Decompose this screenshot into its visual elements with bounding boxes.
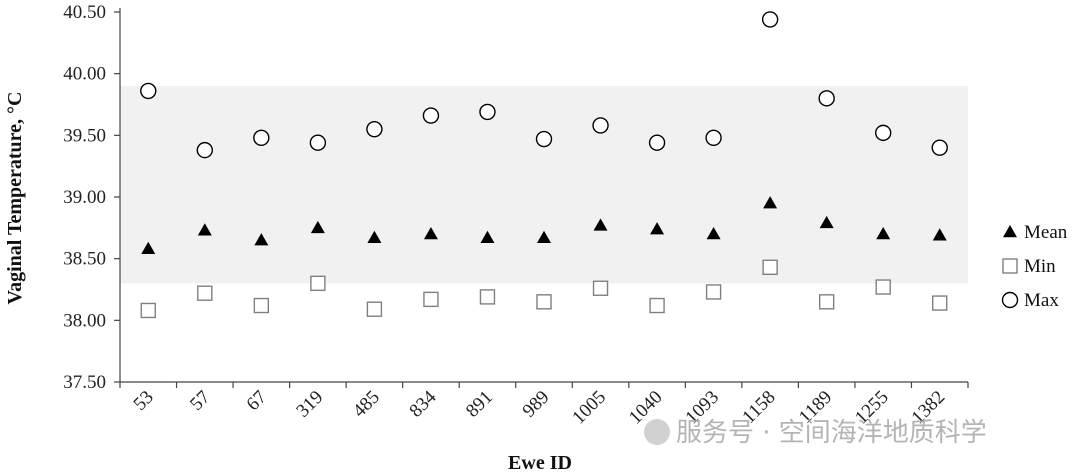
mean-point <box>254 233 269 246</box>
data-points <box>140 11 948 319</box>
x-tick-label: 319 <box>292 387 327 422</box>
mean-point <box>932 228 947 241</box>
max-point <box>253 129 270 147</box>
mean-point <box>876 227 891 240</box>
max-point <box>309 134 327 151</box>
y-tick-labels: 37.50 38.00 38.50 39.00 39.50 40.00 40.50 <box>63 2 120 393</box>
max-point <box>875 124 892 142</box>
max-point <box>535 130 553 148</box>
max-point <box>479 103 496 121</box>
wechat-logo-icon <box>644 419 670 445</box>
x-tick-label: 834 <box>405 386 440 421</box>
y-tick-label: 40.00 <box>63 64 106 85</box>
x-tick-label: 53 <box>130 387 158 415</box>
min-point <box>932 295 948 311</box>
min-point <box>423 291 439 308</box>
min-point <box>140 302 156 319</box>
watermark-text: 服务号 · 空间海洋地质科学 <box>676 418 987 448</box>
series-mean <box>141 196 947 255</box>
x-tick-label: 1005 <box>568 387 610 429</box>
min-point <box>197 285 213 301</box>
mean-point <box>593 218 608 231</box>
min-point <box>253 297 270 314</box>
mean-point <box>763 196 778 209</box>
legend-mean-marker <box>1003 225 1017 238</box>
mean-point <box>480 230 495 243</box>
max-point <box>818 90 835 107</box>
mean-point <box>706 227 721 240</box>
series-min <box>140 259 948 319</box>
mean-point <box>819 215 834 229</box>
y-tick-label: 37.50 <box>63 372 106 393</box>
max-point <box>366 120 383 138</box>
min-point <box>479 289 496 305</box>
chart-axes <box>119 8 968 383</box>
mean-point <box>310 220 325 234</box>
legend-mean-label: Mean <box>1024 222 1068 243</box>
min-point <box>762 259 778 275</box>
min-point <box>366 301 383 317</box>
series-max <box>140 11 948 159</box>
mean-point <box>367 230 382 243</box>
max-point <box>761 11 779 28</box>
x-tick-label: 989 <box>519 387 554 422</box>
legend: Mean Min Max <box>1001 222 1068 311</box>
max-point <box>648 134 666 151</box>
mean-point <box>537 230 551 243</box>
mean-point <box>650 222 665 235</box>
min-point <box>310 275 326 292</box>
legend-max-marker <box>1001 291 1019 309</box>
mean-point <box>197 223 212 236</box>
y-axis-title: Vaginal Temperature, °C <box>4 91 26 304</box>
max-point <box>196 141 214 159</box>
min-point <box>649 297 665 314</box>
x-tick-label: 891 <box>462 387 497 422</box>
legend-min-marker <box>1002 258 1018 274</box>
legend-min-label: Min <box>1024 256 1056 277</box>
max-point <box>422 107 440 124</box>
band-rect <box>120 86 968 284</box>
y-tick-label: 38.50 <box>63 249 106 270</box>
max-point <box>931 139 948 156</box>
y-tick-label: 40.50 <box>63 2 106 23</box>
normal-range-band <box>120 86 968 284</box>
max-point <box>705 129 722 147</box>
x-tick-label: 485 <box>349 387 384 422</box>
x-axis-title: Ewe ID <box>508 452 572 474</box>
x-tick-label: 57 <box>186 387 214 415</box>
y-tick-label: 39.00 <box>63 187 106 208</box>
max-point <box>592 117 609 134</box>
min-point <box>818 294 835 310</box>
min-point <box>536 294 552 310</box>
y-tick-label: 38.00 <box>63 310 106 331</box>
max-point <box>140 82 157 100</box>
min-point <box>875 279 891 295</box>
watermark: 服务号 · 空间海洋地质科学 <box>644 418 987 448</box>
mean-point <box>141 241 156 255</box>
min-point <box>592 280 609 296</box>
y-tick-label: 39.50 <box>63 125 106 146</box>
mean-point <box>423 227 438 240</box>
legend-max-label: Max <box>1024 290 1059 311</box>
min-point <box>705 284 722 300</box>
x-tick-label: 67 <box>243 387 271 415</box>
